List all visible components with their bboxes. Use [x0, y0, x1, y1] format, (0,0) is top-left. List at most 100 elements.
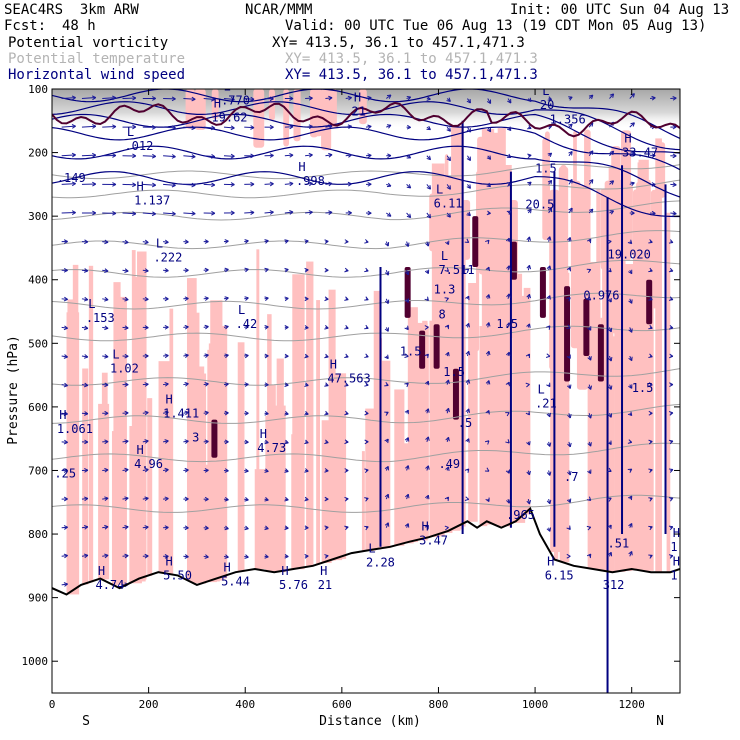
- wind-vector-head: [506, 499, 511, 504]
- wind-vector: [244, 126, 255, 129]
- wind-vector-head: [244, 554, 249, 559]
- legend-theta-name: Potential temperature: [8, 51, 186, 67]
- wind-vector: [203, 183, 215, 186]
- wind-vector-head: [304, 525, 309, 531]
- wind-vector-head: [144, 496, 149, 502]
- wind-vector-head: [466, 211, 471, 217]
- legend-pv-name: Potential vorticity: [8, 35, 169, 51]
- wind-vector-head: [446, 127, 451, 132]
- wind-vector-head: [328, 124, 333, 129]
- plot-frame: [51, 88, 681, 694]
- pv-fill-streak: [88, 265, 94, 583]
- wind-vector-head: [324, 382, 329, 387]
- wind-vector-head: [527, 97, 532, 103]
- extremum-value: .21: [535, 397, 557, 411]
- pv-fill-streak: [82, 368, 89, 585]
- wind-vector-head: [224, 353, 229, 359]
- wind-vector-head: [486, 99, 492, 104]
- wind-vector-head: [304, 296, 309, 302]
- extremum-kind: H: [260, 427, 267, 441]
- wind-vector-head: [124, 239, 129, 245]
- wind-vector: [142, 183, 156, 186]
- pv-fill-streak: [266, 424, 274, 571]
- wind-vector-head: [347, 153, 352, 158]
- extremum-value: 5.50: [163, 568, 192, 582]
- wind-vector-head: [304, 267, 309, 273]
- wind-vector-head: [264, 325, 269, 330]
- wind-vector-head: [250, 125, 255, 130]
- wind-vector-head: [384, 411, 389, 416]
- y-tick-label: 500: [28, 337, 48, 350]
- pv-fill-streak: [213, 469, 222, 580]
- wind-vector-head: [289, 96, 294, 101]
- wind-vector-head: [586, 268, 592, 273]
- wind-vector-head: [204, 382, 209, 387]
- extremum-value: .149: [57, 171, 86, 185]
- wind-vector-head: [112, 95, 117, 101]
- wind-vector-head: [184, 410, 189, 416]
- wind-vector-head: [164, 439, 169, 444]
- wind-vector-head: [406, 154, 412, 159]
- extrema-labels: L.770H19.62H21L201.356L.012H33.471.5.149…: [54, 89, 680, 592]
- wind-vector-head: [184, 267, 189, 273]
- wind-vector-head: [507, 182, 512, 187]
- wind-vector-head: [546, 471, 552, 476]
- wind-vector-head: [264, 410, 269, 416]
- theta-contour: [52, 259, 680, 278]
- wind-vector-head: [424, 325, 429, 330]
- wind-vector-head: [104, 354, 109, 359]
- wind-vector-head: [63, 411, 68, 416]
- wind-vector-head: [284, 296, 289, 302]
- wind-vector-head: [151, 153, 157, 159]
- wind-vector: [142, 212, 156, 215]
- wind-vector-head: [204, 353, 209, 359]
- pv-high-core: [646, 279, 653, 325]
- extremum-kind: H: [298, 160, 305, 174]
- wind-vector-head: [364, 382, 369, 387]
- wind-vector-head: [104, 496, 109, 502]
- y-tick-label: 300: [28, 210, 48, 223]
- wind-vector-head: [527, 124, 532, 130]
- wind-vector-head: [648, 525, 653, 531]
- wind-vector-head: [404, 437, 410, 442]
- extremum-kind: L: [112, 348, 119, 362]
- wind-vector: [203, 155, 215, 158]
- extremum-kind: H: [673, 554, 680, 568]
- x-tick-label: 1000: [522, 698, 549, 711]
- wind-vector-head: [104, 467, 109, 473]
- wind-vector-head: [465, 295, 470, 301]
- wind-vector-head: [83, 325, 89, 331]
- wind-vector: [629, 122, 635, 128]
- wind-vector-head: [446, 185, 451, 190]
- wind-vector-head: [104, 268, 109, 273]
- wind-vector: [81, 154, 96, 157]
- wind-vector-head: [668, 411, 674, 416]
- wind-vector-head: [151, 124, 157, 130]
- wind-vector: [61, 97, 76, 100]
- x-end-label-north: N: [656, 714, 664, 729]
- wind-vector: [284, 182, 294, 185]
- theta-contour: [52, 325, 680, 342]
- wind-vector-head: [527, 181, 532, 186]
- wind-vector-head: [184, 324, 189, 330]
- wind-vector-head: [104, 325, 109, 331]
- wind-vector-head: [627, 495, 633, 501]
- wind-vector-head: [204, 267, 209, 273]
- wind-vector-head: [568, 207, 573, 213]
- wind-vector-head: [224, 554, 229, 559]
- wind-vector-head: [269, 153, 274, 158]
- wind-vector-head: [486, 155, 492, 160]
- wind-vector-head: [104, 439, 109, 445]
- wind-vector-head: [284, 267, 289, 273]
- wind-vector-head: [104, 410, 109, 416]
- x-end-label-south: S: [82, 714, 90, 729]
- wind-vector-head: [84, 239, 89, 245]
- wind-vector-head: [485, 294, 491, 299]
- wind-vector: [325, 97, 333, 100]
- y-tick-label: 1000: [22, 655, 49, 668]
- x-axis-label: Distance (km): [319, 714, 421, 729]
- wind-vector: [284, 211, 294, 214]
- wind-vector-head: [466, 184, 471, 189]
- pv-fill-streak: [283, 89, 290, 147]
- wind-vector-head: [526, 293, 531, 299]
